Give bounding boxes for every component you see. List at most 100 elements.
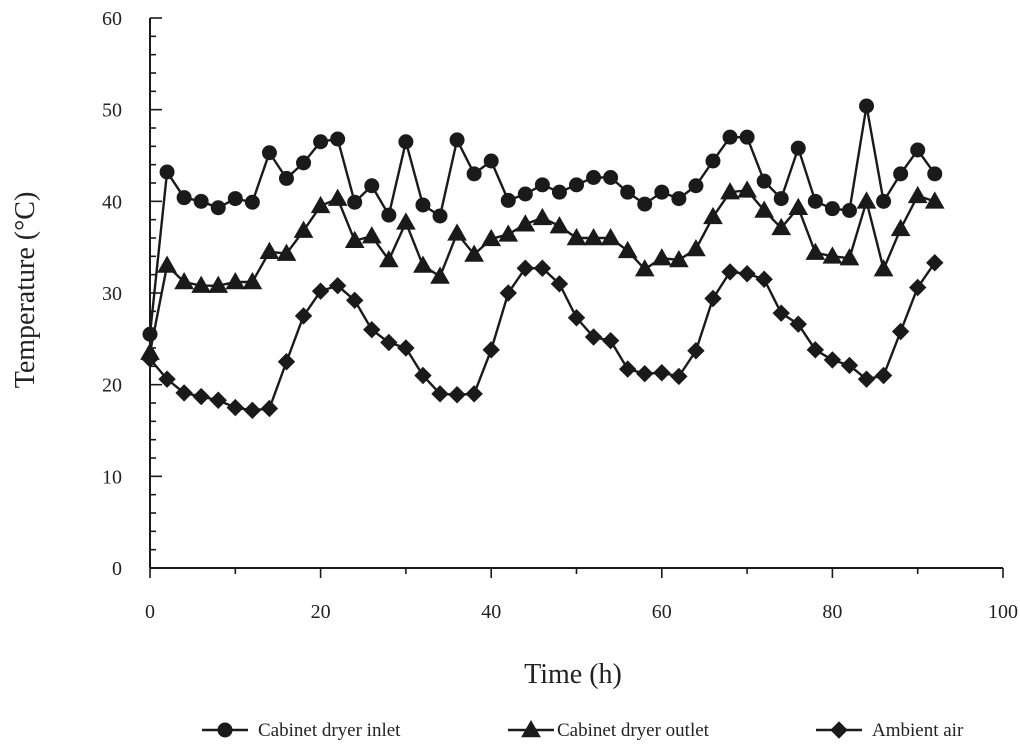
data-point [823,351,842,369]
data-point [276,243,297,261]
y-tick-label: 50 [102,100,122,122]
y-tick-label: 0 [112,558,122,580]
data-point [705,153,721,169]
data-point [721,263,739,281]
data-point [380,333,398,352]
x-ticks: 0 20 40 60 80 100 [145,568,1018,623]
data-point [481,228,502,247]
data-point [549,216,570,234]
data-point [396,212,416,230]
data-point [927,166,943,182]
data-point [893,166,909,182]
data-point [141,350,159,368]
data-point [483,153,499,169]
data-point [856,191,877,209]
data-point [873,259,894,277]
data-point [755,270,773,288]
data-point [174,271,194,290]
data-point [874,366,893,385]
data-point [636,364,654,383]
data-point [193,193,209,209]
data-point [569,177,584,193]
data-point [378,249,399,268]
data-point [398,134,414,150]
data-point [618,360,637,378]
data-point [550,275,569,293]
data-point [381,207,397,223]
data-point [517,186,533,202]
data-point [756,173,772,189]
data-point [704,289,722,308]
data-point [789,315,807,333]
data-point [840,356,859,375]
x-tick-label: 80 [822,601,842,623]
data-point [432,208,448,224]
data-point [890,218,911,237]
x-tick-label: 0 [145,601,155,623]
data-point [738,265,756,283]
data-point [361,226,382,244]
data-point [891,322,910,341]
x-tick-label: 40 [481,601,501,623]
data-point [466,166,482,182]
data-point [583,227,604,246]
data-point [703,206,723,225]
legend-marker [217,722,233,738]
data-point [499,284,517,302]
y-tick-label: 20 [102,375,122,397]
data-point [686,238,706,257]
legend-label: Cabinet dryer inlet [258,720,401,741]
data-point [515,214,536,232]
data-point [634,259,655,277]
data-point [347,194,363,210]
data-point [397,339,415,357]
data-point [310,195,331,214]
legend-marker [521,719,541,738]
data-point [807,193,823,209]
data-point [600,227,621,246]
data-point [567,309,586,327]
series-circle [142,98,943,342]
data-point [620,184,636,200]
y-tick-label: 10 [102,466,122,488]
legend-label: Cabinet dryer outlet [557,720,710,741]
data-point [464,244,485,262]
data-point [176,190,192,206]
data-point [754,200,775,218]
x-tick-label: 100 [988,601,1018,623]
data-point [722,129,738,145]
y-axis-title: Temperature (°C) [10,192,41,389]
legend-item: Ambient air [816,720,964,741]
data-point [653,364,671,382]
data-point [773,191,789,207]
x-tick-label: 20 [311,601,331,623]
data-point [277,353,296,371]
data-point [671,191,687,207]
series-layer [140,98,945,420]
data-point [617,240,638,259]
data-point [296,155,312,171]
data-point [772,304,790,322]
data-point [465,385,483,403]
data-point [739,129,755,145]
data-point [584,328,603,346]
data-point [500,192,516,208]
data-point [908,278,927,297]
data-point [208,275,229,293]
data-point [806,341,825,359]
data-point [430,266,450,284]
data-point [670,367,688,386]
data-point [532,207,553,226]
data-point [533,259,552,277]
data-point [910,142,926,158]
data-point [566,227,587,246]
data-point [227,191,243,207]
data-point [192,387,210,406]
legend-item: Cabinet dryer outlet [508,719,710,741]
data-point [687,342,705,360]
data-point [242,271,263,290]
data-point [926,254,944,272]
y-tick-label: 30 [102,283,122,305]
data-point [328,276,347,295]
